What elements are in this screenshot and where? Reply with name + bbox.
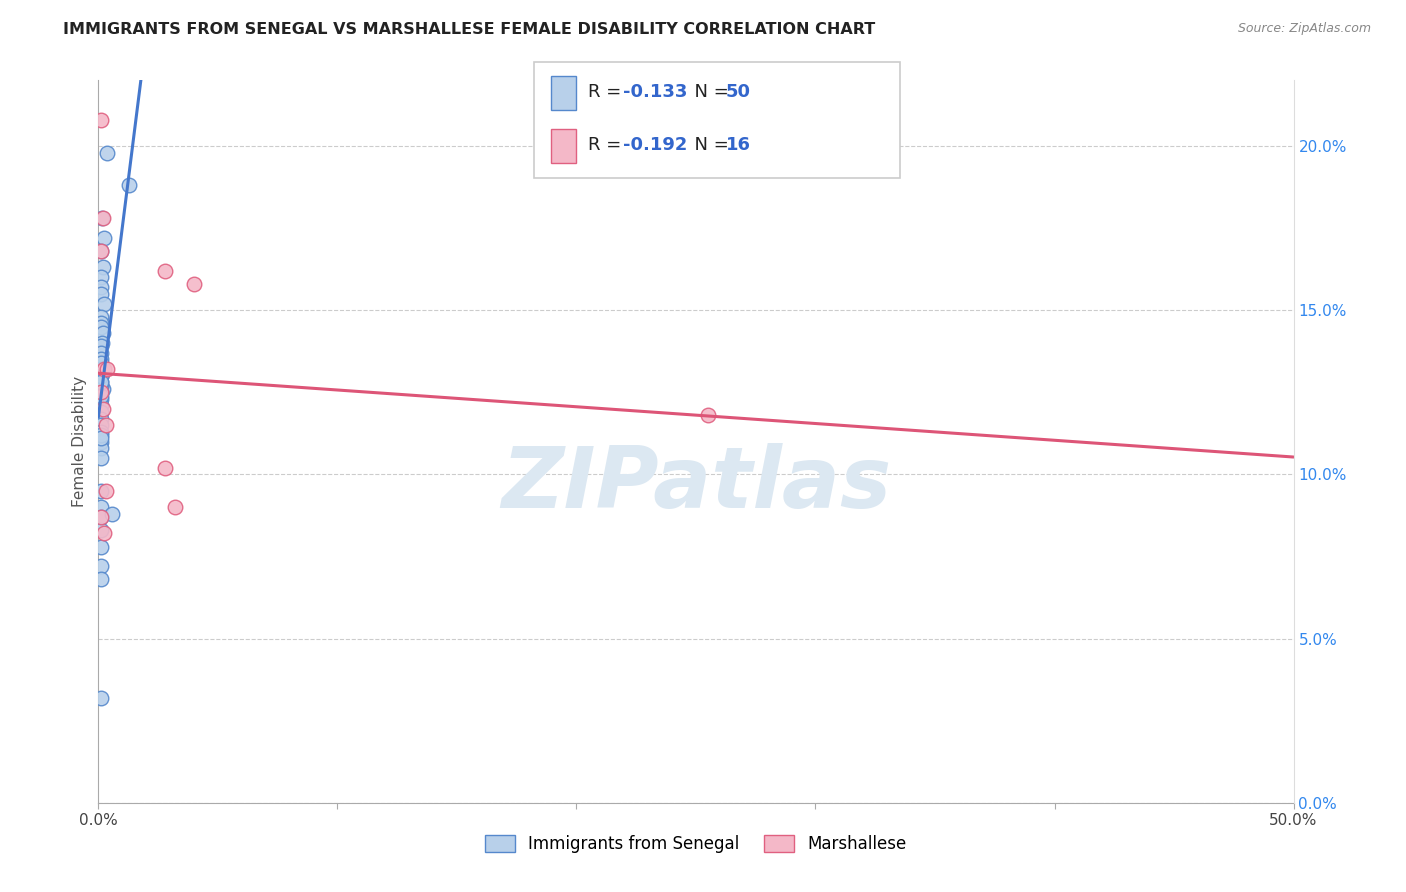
Point <box>90 388 112 402</box>
Point <box>91 366 114 380</box>
Point <box>90 441 112 455</box>
Point <box>90 286 112 301</box>
Point <box>155 460 177 475</box>
Point <box>90 690 112 705</box>
Point <box>90 385 112 400</box>
Point <box>90 385 112 400</box>
Point <box>94 483 117 498</box>
Point <box>90 398 112 412</box>
Text: N =: N = <box>683 83 735 101</box>
Point <box>96 145 118 160</box>
Text: 16: 16 <box>725 136 751 154</box>
Point <box>90 352 112 367</box>
Point <box>90 112 112 127</box>
Point <box>90 319 112 334</box>
Point <box>90 346 112 360</box>
Point <box>96 362 118 376</box>
Point <box>90 356 112 370</box>
Point <box>100 507 122 521</box>
Point <box>90 316 112 330</box>
Point <box>90 418 112 433</box>
Point <box>90 428 112 442</box>
Point <box>91 260 114 275</box>
Point <box>90 280 112 294</box>
Point <box>90 540 112 554</box>
Y-axis label: Female Disability: Female Disability <box>72 376 87 508</box>
Point <box>118 178 141 193</box>
Point <box>91 211 114 226</box>
Point <box>94 418 117 433</box>
Point <box>93 231 115 245</box>
Point <box>90 362 112 376</box>
Text: IMMIGRANTS FROM SENEGAL VS MARSHALLESE FEMALE DISABILITY CORRELATION CHART: IMMIGRANTS FROM SENEGAL VS MARSHALLESE F… <box>63 22 876 37</box>
Point <box>90 450 112 465</box>
Point <box>90 244 112 258</box>
Point <box>697 409 720 423</box>
Point <box>91 401 114 416</box>
Point <box>163 500 186 515</box>
Point <box>90 510 112 524</box>
Point <box>91 382 114 396</box>
Point <box>90 392 112 406</box>
Point <box>90 431 112 445</box>
Point <box>90 368 112 383</box>
Text: -0.133: -0.133 <box>623 83 688 101</box>
Point <box>90 405 112 419</box>
Point <box>155 264 177 278</box>
Point <box>90 483 112 498</box>
Point <box>91 211 114 226</box>
Point <box>93 362 115 376</box>
Text: ZIPatlas: ZIPatlas <box>501 443 891 526</box>
Point <box>90 434 112 449</box>
Text: R =: R = <box>588 83 627 101</box>
Point <box>90 376 112 390</box>
Point <box>90 500 112 515</box>
Point <box>90 339 112 353</box>
Point <box>90 573 112 587</box>
Point <box>183 277 205 291</box>
Point <box>90 310 112 324</box>
Text: N =: N = <box>683 136 735 154</box>
Point <box>91 336 114 351</box>
Point <box>90 378 112 392</box>
Point <box>93 526 115 541</box>
Point <box>90 411 112 425</box>
Point <box>90 559 112 574</box>
Text: Source: ZipAtlas.com: Source: ZipAtlas.com <box>1237 22 1371 36</box>
Point <box>93 296 115 310</box>
Point <box>90 425 112 439</box>
Point <box>90 368 112 383</box>
Point <box>90 376 112 390</box>
Point <box>90 244 112 258</box>
Legend: Immigrants from Senegal, Marshallese: Immigrants from Senegal, Marshallese <box>478 828 914 860</box>
Text: 50: 50 <box>725 83 751 101</box>
Point <box>90 510 112 524</box>
Point <box>90 270 112 285</box>
Point <box>91 362 114 376</box>
Point <box>90 523 112 537</box>
Text: -0.192: -0.192 <box>623 136 688 154</box>
Text: R =: R = <box>588 136 627 154</box>
Point <box>91 326 114 341</box>
